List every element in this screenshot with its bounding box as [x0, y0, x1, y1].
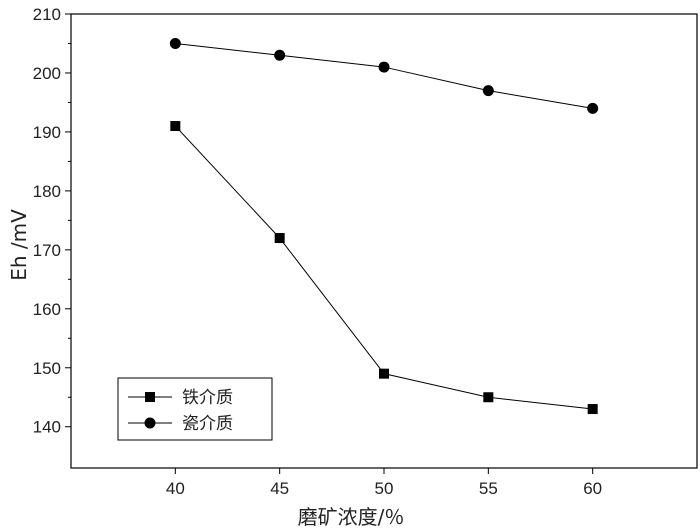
- data-point-circle: [169, 37, 181, 49]
- legend-label: 铁介质: [182, 388, 233, 408]
- data-point-square: [587, 404, 598, 415]
- legend-label: 瓷介质: [182, 414, 233, 434]
- legend-marker-circle: [144, 417, 156, 429]
- data-point-circle: [274, 49, 286, 61]
- y-tick-label: 180: [33, 182, 61, 201]
- legend-box: [117, 377, 273, 441]
- x-axis-ticks: 40 45 50 55 60: [166, 468, 602, 498]
- x-tick-label: 45: [270, 479, 289, 498]
- x-tick-label: 55: [479, 479, 498, 498]
- y-axis-ticks: 140 150 160 170 180 190 200 210: [33, 5, 71, 437]
- series-line-2: [175, 42, 593, 109]
- x-tick-label: 50: [375, 479, 394, 498]
- x-axis-title: 磨矿浓度/％: [298, 505, 405, 529]
- data-point-circle: [378, 61, 390, 73]
- y-tick-label: 200: [33, 64, 61, 83]
- series-line-1: [174, 125, 593, 410]
- y-tick-label: 140: [33, 418, 61, 437]
- series-layer: [169, 37, 599, 415]
- data-point-circle: [587, 102, 599, 114]
- x-tick-label: 60: [583, 479, 602, 498]
- y-tick-label: 170: [33, 241, 61, 260]
- legend-marker-square: [145, 392, 155, 402]
- x-tick-label: 40: [166, 479, 185, 498]
- data-point-circle: [482, 85, 494, 97]
- data-point-square: [379, 368, 389, 379]
- y-tick-label: 160: [33, 300, 61, 319]
- y-axis-title: Eh /mV: [7, 209, 31, 281]
- data-point-square: [170, 121, 181, 132]
- y-tick-label: 190: [33, 123, 61, 142]
- y-tick-label: 210: [33, 5, 61, 24]
- data-point-square: [483, 392, 494, 403]
- data-point-square: [274, 233, 285, 244]
- y-tick-label: 150: [33, 359, 61, 378]
